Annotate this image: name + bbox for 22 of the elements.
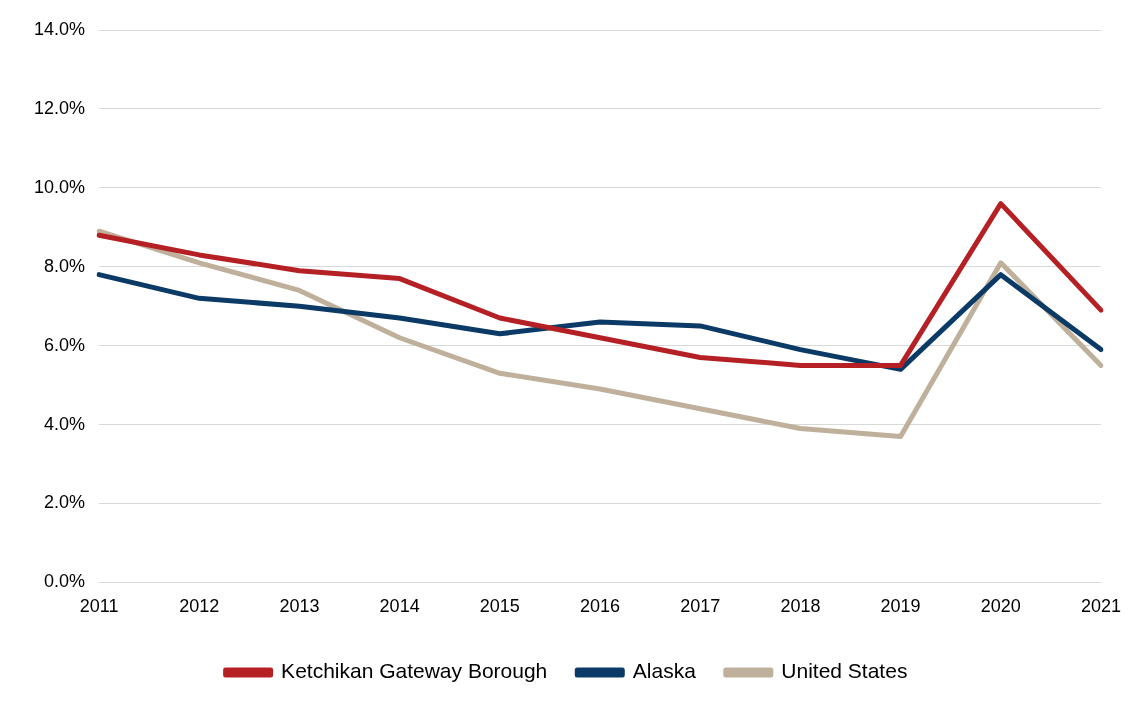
x-tick-label: 2013 xyxy=(279,596,320,617)
x-tick-label: 2011 xyxy=(79,596,119,617)
x-tick-label: 2018 xyxy=(780,596,821,617)
x-tick-label: 2014 xyxy=(379,596,420,617)
x-tick-label: 2017 xyxy=(680,596,721,617)
x-tick-label: 2016 xyxy=(579,596,621,617)
y-tick-label: 0.0% xyxy=(44,571,86,592)
legend-label: United States xyxy=(781,659,908,683)
y-tick-label: 2.0% xyxy=(44,492,86,513)
y-tick-label: 4.0% xyxy=(44,413,86,434)
legend-label: Alaska xyxy=(632,659,697,683)
legend-label: Ketchikan Gateway Borough xyxy=(281,659,548,683)
x-tick-label: 2012 xyxy=(179,596,220,617)
y-tick-label: 6.0% xyxy=(44,334,86,355)
y-tick-label: 14.0% xyxy=(33,18,86,39)
y-tick-label: 12.0% xyxy=(33,97,86,118)
x-tick-label: 2020 xyxy=(980,596,1021,617)
x-tick-label: 2015 xyxy=(479,596,520,617)
x-tick-label: 2019 xyxy=(880,596,921,617)
x-tick-label: 2021 xyxy=(1080,596,1121,617)
y-tick-label: 8.0% xyxy=(44,255,86,276)
y-tick-label: 10.0% xyxy=(33,176,86,197)
